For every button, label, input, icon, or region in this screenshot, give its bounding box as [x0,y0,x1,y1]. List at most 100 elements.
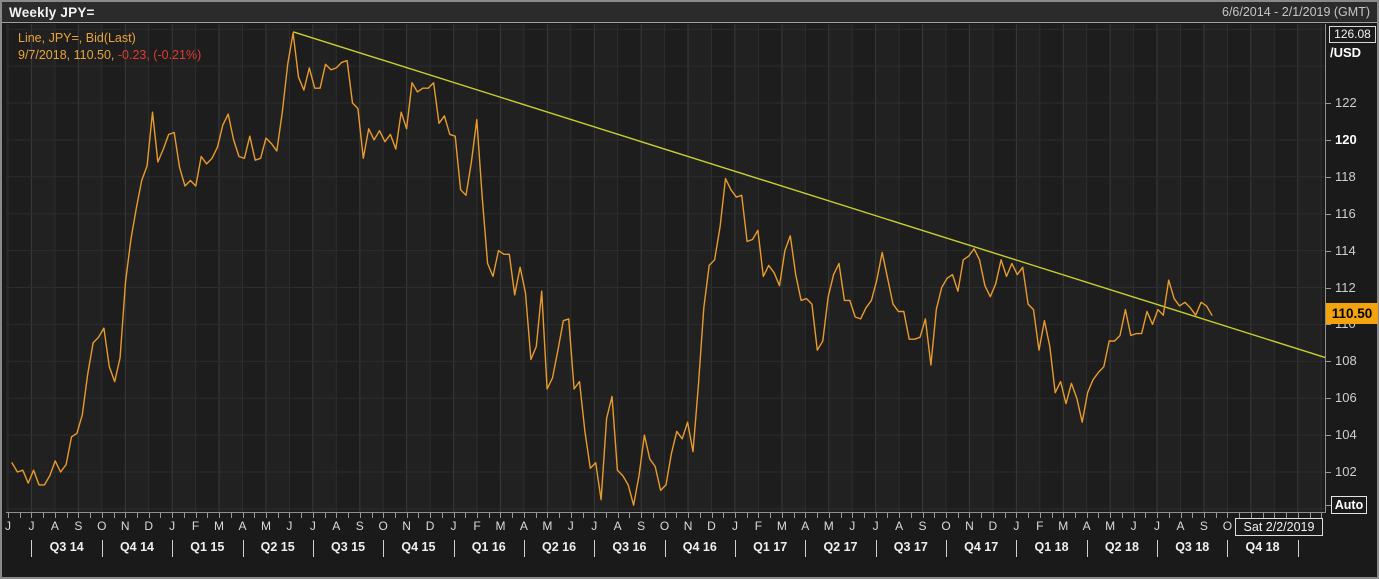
time-axis-tick [394,513,396,518]
time-axis-tick [664,513,666,518]
time-axis-tick [1204,513,1205,518]
time-axis-tick [547,513,549,518]
quarter-label: Q3 16 [612,540,647,554]
time-axis-tick [957,513,959,518]
time-axis-tick [1274,513,1276,518]
month-label: J [849,519,856,533]
month-label: O [659,519,670,533]
month-label: J [169,519,176,533]
quarter-label: Q1 18 [1034,540,1069,554]
quarter-separator [1157,540,1159,557]
month-label: A [613,519,622,533]
time-axis-tick [148,513,150,518]
month-label: J [309,519,316,533]
month-label: A [238,519,247,533]
time-axis-tick [207,513,209,518]
time-axis-tick [899,513,901,518]
month-label: J [567,519,574,533]
quarter-label: Q4 16 [682,540,717,554]
quarter-separator [383,540,385,557]
time-axis-tick [1239,513,1241,518]
time-axis-tick [1075,513,1076,518]
time-axis-tick [336,513,338,518]
month-label: A [332,519,341,533]
time-axis-tick [418,513,420,518]
month-label: A [801,519,810,533]
time-axis-tick [594,513,596,518]
quarter-label: Q3 14 [49,540,84,554]
time-axis-tick [242,513,244,518]
time-axis-tick [875,513,877,518]
axis-max-price-label: 126.08 [1329,26,1376,43]
quarter-separator [1227,540,1229,557]
time-axis-tick [512,513,514,518]
quarter-separator [312,540,314,557]
time-axis-tick [1286,513,1287,518]
time-axis-tick [828,513,830,518]
quarter-separator [594,540,596,557]
time-axis-tick [254,513,256,518]
month-label: J [1154,519,1161,533]
month-label: J [591,519,598,533]
time-axis-tick [90,513,92,518]
time-axis-tick [981,513,983,518]
quarter-separator [1297,540,1299,557]
month-label: J [5,519,11,533]
time-axis-tick [1110,513,1112,518]
time-axis-tick [863,513,865,518]
quarter-separator [242,540,244,557]
price-tick-label: 108 [1326,353,1357,369]
time-axis-tick [723,513,725,518]
quarter-label: Q2 16 [542,540,577,554]
time-axis-tick [582,513,584,518]
time-axis-tick [1028,513,1030,518]
time-axis-tick [477,513,478,518]
time-axis-tick [910,513,912,518]
month-label: F [191,519,200,533]
auto-scale-button[interactable]: Auto [1331,496,1367,514]
price-tick-label: 104 [1326,427,1357,443]
price-chart-svg[interactable] [6,24,1326,513]
month-label: D [988,519,998,533]
time-axis-tick [1121,513,1123,518]
quarter-separator [1086,540,1088,557]
time-axis-tick [277,513,279,518]
time-axis-tick [922,513,924,518]
month-label: A [50,519,59,533]
time-axis-tick [969,513,971,518]
time-axis-tick [1227,513,1229,518]
quarter-separator [875,540,877,557]
time-axis-tick [301,513,303,518]
time-axis-tick [1168,513,1170,518]
month-label: F [473,519,481,533]
time-axis-tick [887,513,889,518]
time-axis-tick [852,513,854,518]
date-range-label: 6/6/2014 - 2/1/2019 (GMT) [1222,5,1370,19]
time-axis-tick [43,513,45,518]
titlebar: Weekly JPY= 6/6/2014 - 2/1/2019 (GMT) [2,2,1377,23]
time-axis-tick [78,513,80,518]
time-axis-tick [488,513,490,518]
time-axis-tick [465,513,467,518]
time-axis-tick [430,513,432,518]
quarter-separator [172,540,174,557]
price-tick-label: 106 [1326,390,1357,406]
time-axis-tick [934,513,936,518]
time-axis-tick [992,513,994,518]
time-axis-tick [746,513,748,518]
time-axis-tick [1250,513,1252,518]
time-axis-tick [383,513,385,518]
time-axis-tick [406,513,408,518]
time-axis-tick [219,513,220,518]
time-axis-tick [500,513,502,518]
time-axis-tick [641,513,643,518]
quarter-separator [1016,540,1018,557]
price-axis[interactable]: 126.08 /USD 110.50 Auto 122 120 118 116 114 1… [1326,0,1379,579]
month-label: J [28,519,35,533]
month-label: J [286,519,293,533]
chart-canvas[interactable] [6,24,1326,513]
time-axis-tick [617,513,619,518]
month-label: D [707,519,716,533]
